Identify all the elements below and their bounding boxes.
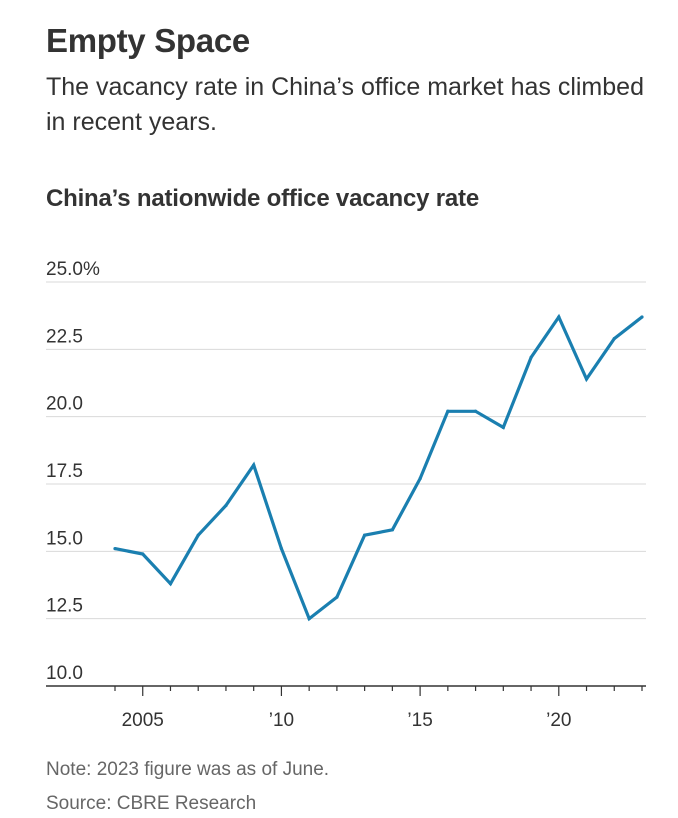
footnote: Note: 2023 figure was as of June. [46,759,330,780]
data-point [196,533,200,537]
y-tick-label: 22.5 [46,326,83,347]
line-chart: 25.0% 22.5 20.0 17.5 15.0 12.5 10.0 2005 ’10 ’15… [46,259,646,731]
data-point [335,595,339,599]
data-point [390,528,394,532]
x-tick-label: ’20 [546,710,571,731]
data-point [224,503,228,508]
data-point [279,547,284,551]
y-axis-labels: 25.0% 22.5 20.0 17.5 15.0 12.5 10.0 [46,259,100,684]
data-point [529,355,533,360]
data-point [446,409,450,413]
series [113,313,644,622]
data-point [501,425,505,430]
data-point [418,477,422,481]
y-tick-label: 25.0% [46,259,100,280]
data-point [141,552,145,556]
headline: Empty Space [46,22,250,59]
x-axis-labels: 2005 ’10 ’15 ’20 [122,710,572,731]
chart-title: China’s nationwide office vacancy rate [46,185,479,212]
data-point [584,377,589,381]
subheadline: The vacancy rate in China’s office marke… [46,73,644,136]
x-axis [46,685,646,696]
y-tick-label: 15.0 [46,528,83,549]
x-tick-label: ’15 [407,710,432,731]
data-point [252,463,256,467]
source-line: Source: CBRE Research [46,793,257,814]
gridlines [46,281,646,620]
data-point [557,315,561,319]
data-point [640,315,644,319]
y-tick-label: 17.5 [46,461,83,482]
y-tick-label: 20.0 [46,394,83,415]
y-tick-label: 12.5 [46,596,83,617]
y-tick-label: 10.0 [46,663,83,684]
data-point [363,533,367,537]
data-point [473,409,478,413]
x-tick-label: ’10 [269,710,294,731]
data-point [612,336,616,341]
data-point [168,582,173,586]
data-point [307,617,311,621]
data-point [113,547,117,551]
series-line [114,313,643,622]
x-tick-label: 2005 [122,710,164,731]
